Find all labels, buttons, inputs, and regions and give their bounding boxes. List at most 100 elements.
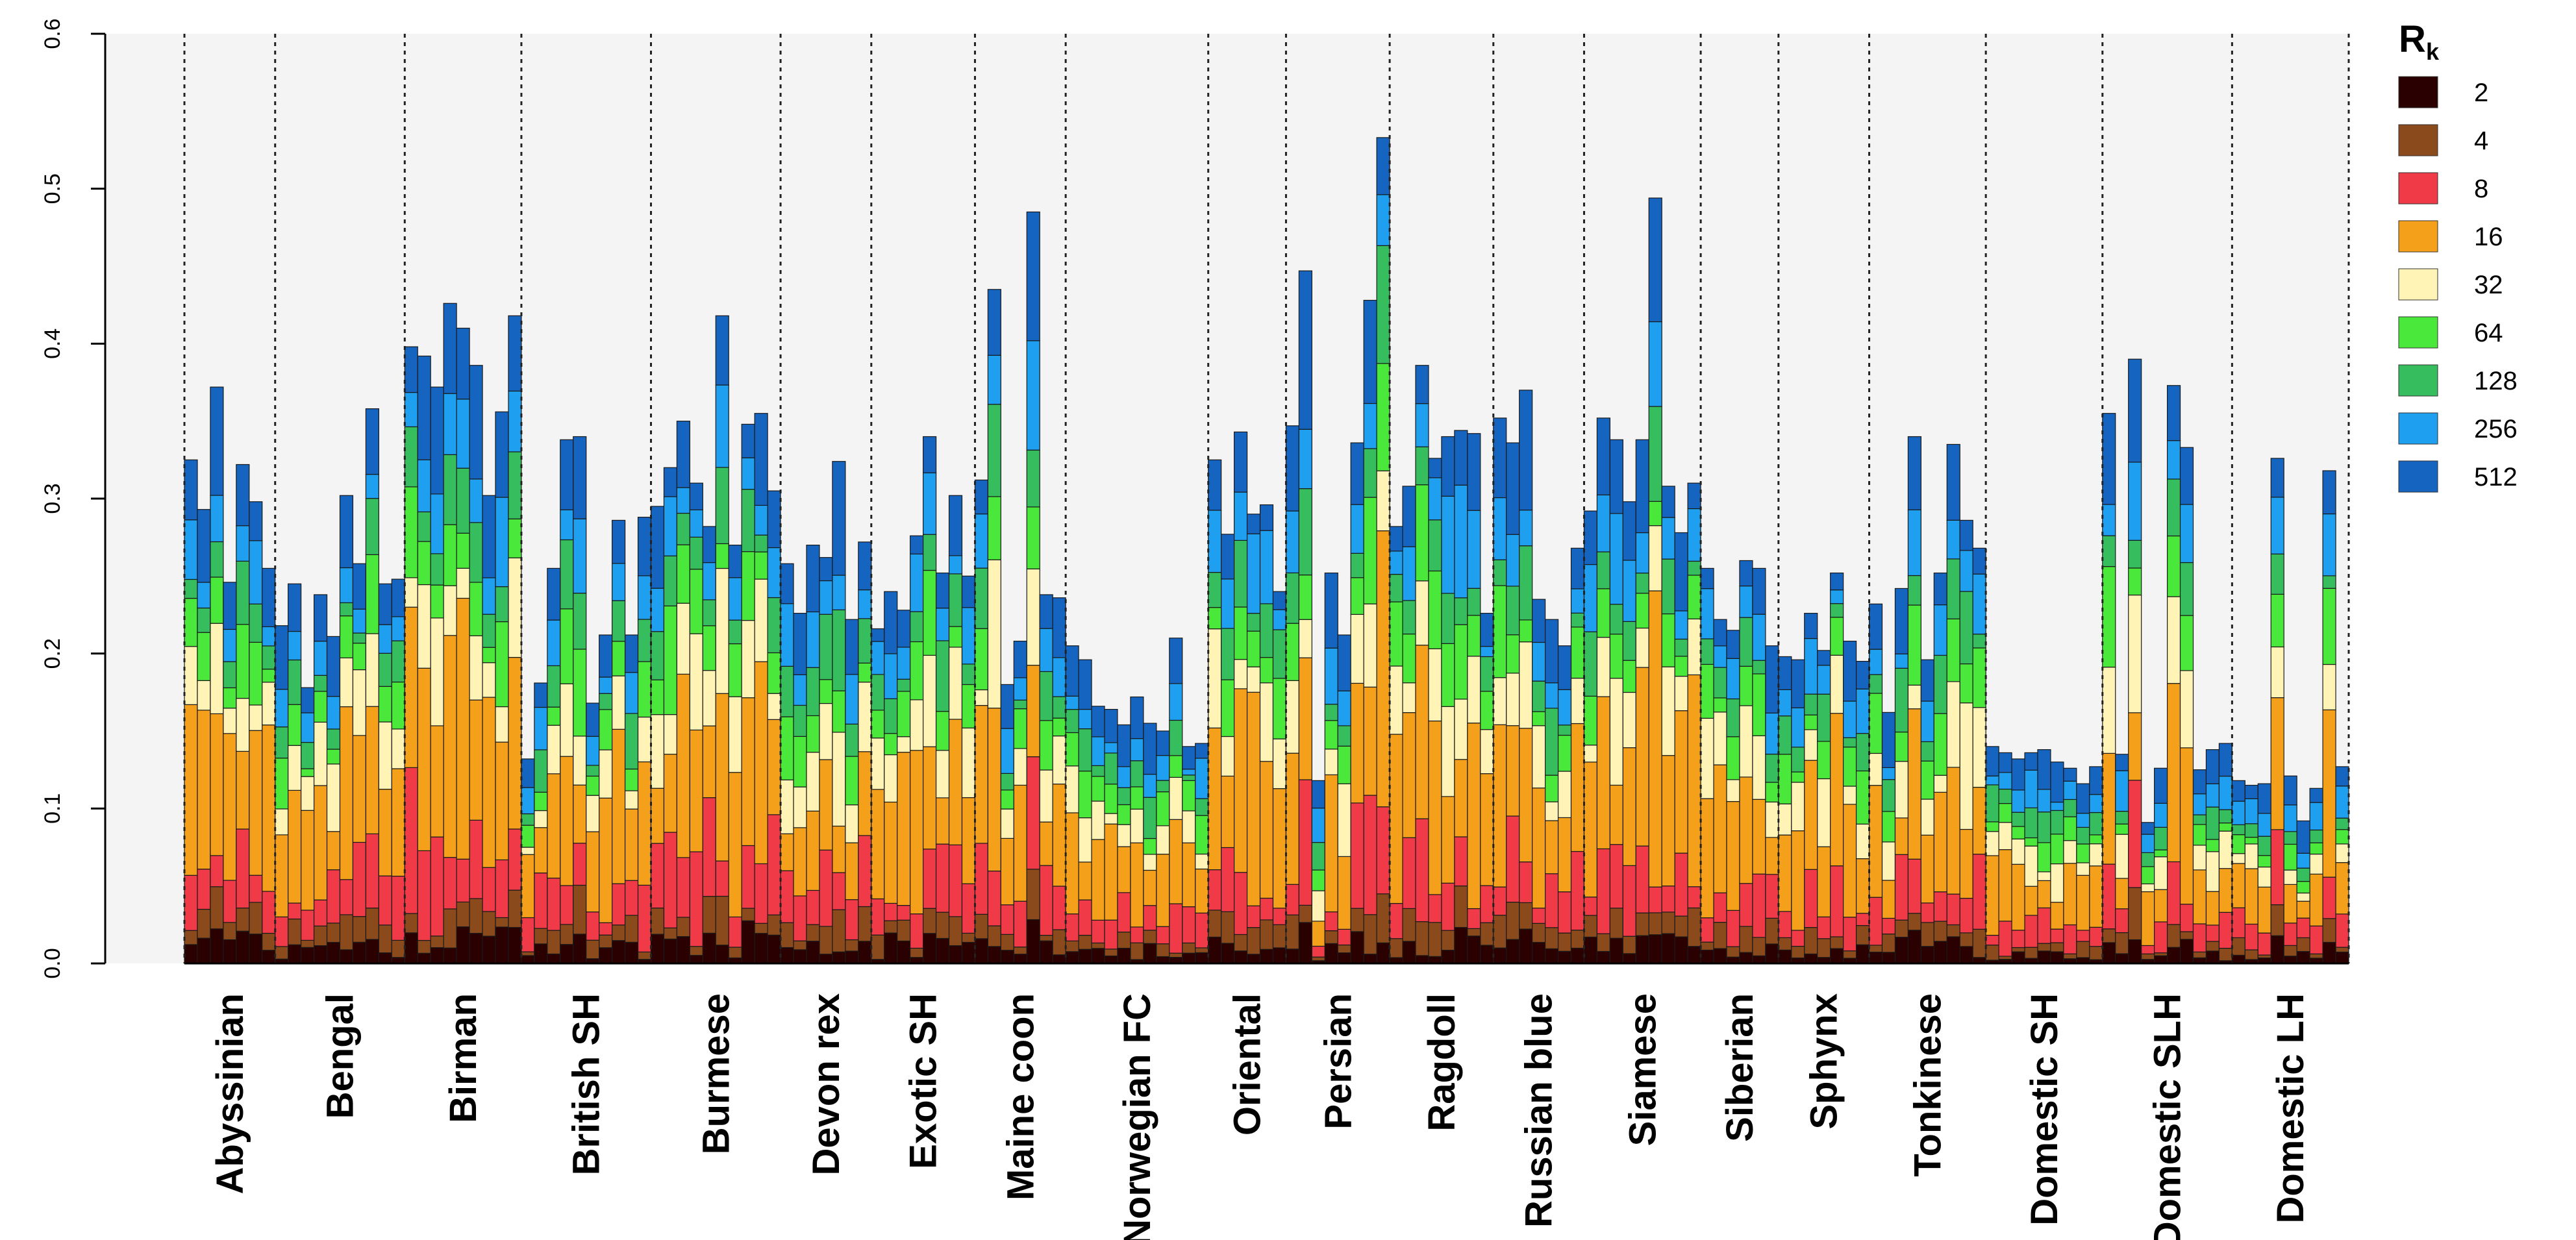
x-tick-label: Sphynx xyxy=(1803,993,1845,1130)
bar-segment-8 xyxy=(1480,885,1494,923)
bar-segment-32 xyxy=(1635,627,1649,668)
bar-segment-512 xyxy=(1208,459,1222,511)
legend-swatch xyxy=(2398,364,2438,397)
bar-segment-512 xyxy=(2102,413,2116,505)
bar-segment-2 xyxy=(1117,947,1131,964)
bar-segment-128 xyxy=(2218,809,2232,824)
bar-segment-8 xyxy=(2192,923,2207,952)
bar-segment-32 xyxy=(197,680,211,711)
bar-segment-2 xyxy=(1959,946,1973,964)
x-tick-label: Siamese xyxy=(1621,993,1664,1146)
bar-segment-512 xyxy=(624,634,639,673)
bar-segment-32 xyxy=(1622,691,1636,749)
bar-segment-512 xyxy=(1324,572,1338,649)
bar-segment-64 xyxy=(741,551,755,621)
bar-segment-64 xyxy=(2166,535,2181,597)
bar-segment-512 xyxy=(2128,358,2142,463)
bar-segment-512 xyxy=(236,464,250,527)
bar-segment-128 xyxy=(495,586,509,623)
y-tick-label: 0.1 xyxy=(40,793,65,824)
bar-segment-8 xyxy=(262,891,276,934)
bar-segment-128 xyxy=(612,600,626,642)
bar-segment-512 xyxy=(1480,613,1494,647)
bar-segment-16 xyxy=(1065,812,1079,915)
stacked-bar xyxy=(793,613,807,964)
bar-segment-64 xyxy=(1415,484,1429,582)
bar-segment-8 xyxy=(935,843,950,913)
bar-segment-16 xyxy=(547,773,561,879)
stacked-bar xyxy=(1389,526,1403,964)
bar-segment-4 xyxy=(1532,923,1546,943)
bar-segment-4 xyxy=(1428,922,1442,957)
bar-segment-64 xyxy=(1804,714,1818,730)
bar-segment-16 xyxy=(923,746,937,850)
bar-segment-32 xyxy=(586,795,600,832)
x-tick-label: Domestic SLH xyxy=(2147,993,2189,1240)
bar-segment-2 xyxy=(1337,952,1351,964)
bar-segment-2 xyxy=(1648,934,1662,964)
bar-segment-256 xyxy=(1000,728,1014,774)
bar-segment-64 xyxy=(365,554,379,634)
bar-segment-2 xyxy=(612,940,626,964)
bar-segment-4 xyxy=(1713,921,1727,949)
stacked-bar xyxy=(482,495,496,964)
bar-segment-64 xyxy=(1583,695,1598,746)
bar-segment-128 xyxy=(430,553,444,586)
bar-segment-64 xyxy=(819,679,833,704)
bar-segment-512 xyxy=(443,303,457,394)
bar-segment-32 xyxy=(793,786,807,828)
bar-segment-64 xyxy=(948,626,963,648)
bar-segment-128 xyxy=(586,765,600,777)
bar-segment-2 xyxy=(1700,949,1714,964)
bar-segment-32 xyxy=(897,736,911,753)
bar-segment-4 xyxy=(2128,887,2142,941)
bar-segment-32 xyxy=(1545,801,1559,821)
bar-segment-64 xyxy=(2179,615,2194,671)
bar-segment-512 xyxy=(1622,501,1636,561)
bar-segment-256 xyxy=(689,509,703,538)
bar-segment-512 xyxy=(1389,526,1403,552)
bar-segment-256 xyxy=(2309,802,2323,831)
stacked-bar xyxy=(404,346,418,964)
bar-segment-8 xyxy=(1946,893,1960,926)
bar-segment-128 xyxy=(2037,812,2051,843)
bar-segment-256 xyxy=(650,588,665,632)
bar-segment-128 xyxy=(1415,446,1429,486)
bar-segment-256 xyxy=(845,674,859,725)
bar-segment-4 xyxy=(871,934,885,960)
bar-segment-256 xyxy=(1246,533,1261,614)
bar-segment-4 xyxy=(430,936,444,949)
bar-segment-16 xyxy=(2063,863,2077,926)
bar-segment-64 xyxy=(1674,656,1688,677)
bar-segment-16 xyxy=(2322,709,2336,878)
bar-segment-64 xyxy=(974,628,988,691)
bar-segment-16 xyxy=(1428,720,1442,895)
bar-segment-256 xyxy=(599,676,613,694)
bar-segment-16 xyxy=(1389,734,1403,904)
bar-segment-2 xyxy=(2322,941,2336,964)
bar-segment-256 xyxy=(715,384,729,468)
bar-segment-2 xyxy=(223,939,237,964)
bar-segment-16 xyxy=(1156,854,1170,927)
bar-segment-256 xyxy=(974,514,988,569)
bar-segment-64 xyxy=(702,625,716,671)
bar-segment-64 xyxy=(961,684,976,728)
bar-segment-256 xyxy=(1557,689,1572,726)
bar-segment-8 xyxy=(560,885,574,925)
bar-segment-512 xyxy=(1804,613,1818,639)
bar-segment-16 xyxy=(2257,886,2271,934)
bar-segment-256 xyxy=(612,563,626,601)
bars xyxy=(184,137,2349,964)
bar-segment-2 xyxy=(897,940,911,964)
stacked-bar xyxy=(1350,442,1364,964)
bar-segment-4 xyxy=(1233,934,1248,952)
bar-segment-32 xyxy=(858,682,872,752)
stacked-bar xyxy=(197,509,211,964)
bar-segment-8 xyxy=(637,884,652,952)
bar-segment-512 xyxy=(1972,547,1986,575)
bar-segment-16 xyxy=(1376,530,1390,808)
bar-segment-64 xyxy=(249,641,263,706)
bar-segment-64 xyxy=(767,652,781,694)
stacked-bar xyxy=(1946,443,1960,964)
bar-segment-4 xyxy=(2218,947,2232,961)
